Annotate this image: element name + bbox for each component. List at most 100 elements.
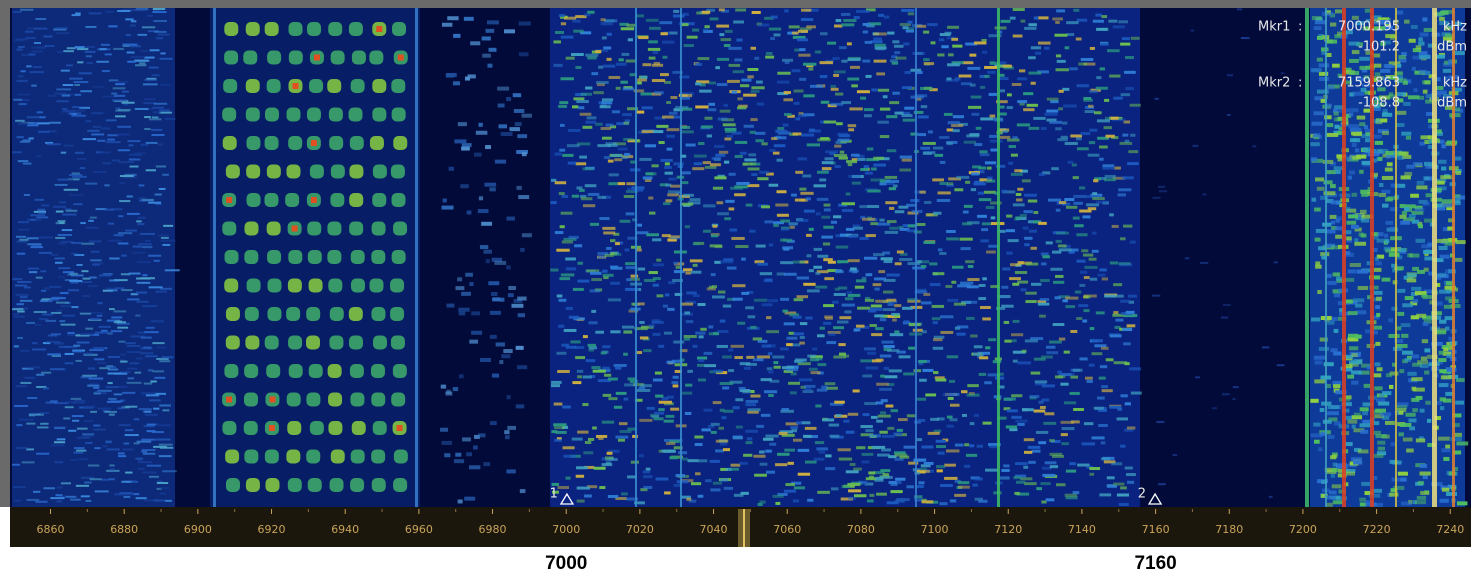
- waterfall-pixel: [906, 229, 918, 233]
- waterfall-pixel: [918, 362, 924, 366]
- waterfall-pixel: [1345, 207, 1351, 212]
- waterfall-pixel: [1105, 134, 1115, 138]
- waterfall-pixel: [137, 331, 146, 334]
- waterfall-pixel: [455, 452, 462, 457]
- waterfall-pixel: [1355, 21, 1365, 26]
- waterfall-pixel: [867, 22, 881, 26]
- waterfall-pixel: [732, 406, 740, 410]
- waterfall-pixel: [634, 501, 645, 505]
- waterfall-pixel: [571, 194, 580, 198]
- waterfall-pixel: [54, 461, 64, 464]
- waterfall-pixel: [1387, 196, 1399, 201]
- waterfall-pixel: [754, 56, 760, 60]
- waterfall-pixel: [56, 88, 72, 91]
- waterfall-pixel: [1040, 355, 1053, 359]
- waterfall-pixel: [136, 261, 151, 264]
- waterfall-pixel: [1360, 87, 1367, 92]
- waterfall-pixel: [1424, 164, 1432, 169]
- waterfall-pixel: [947, 25, 960, 29]
- waterfall-pixel: [851, 181, 861, 185]
- waterfall-pixel: [1105, 358, 1114, 362]
- waterfall-pixel: [664, 293, 670, 297]
- waterfall-pixel: [77, 48, 89, 51]
- waterfall-pixel: [157, 234, 169, 237]
- waterfall-pixel: [506, 469, 516, 474]
- waterfall-pixel: [55, 222, 66, 225]
- waterfall-pixel: [720, 478, 729, 482]
- waterfall-pixel: [46, 340, 61, 343]
- waterfall-pixel: [91, 347, 105, 350]
- waterfall-pixel: [1442, 370, 1451, 375]
- waterfall-pixel: [1383, 64, 1393, 69]
- waterfall-pixel: [768, 243, 774, 247]
- waterfall-pixel: [143, 425, 155, 428]
- waterfall-pixel: [664, 491, 671, 495]
- waterfall-pixel: [1451, 107, 1461, 112]
- waterfall-pixel: [911, 209, 923, 213]
- waterfall-pixel: [499, 360, 504, 365]
- waterfall-pixel: [684, 311, 691, 315]
- waterfall-pixel: [883, 15, 890, 19]
- waterfall-pixel: [954, 188, 964, 192]
- waterfall-pixel: [107, 222, 115, 225]
- waterfall-pixel: [777, 492, 788, 496]
- waterfall-pixel: [736, 38, 743, 42]
- waterfall-pixel: [823, 321, 832, 325]
- waterfall-pixel: [1104, 116, 1111, 120]
- waterfall-pixel: [111, 99, 127, 102]
- waterfall-pixel: [1106, 476, 1115, 480]
- waterfall-pixel: [1359, 169, 1364, 174]
- waterfall-pixel: [817, 371, 824, 375]
- waterfall-pixel: [690, 482, 702, 486]
- waterfall-pixel: [56, 309, 63, 312]
- waterfall-pixel: [946, 424, 954, 428]
- waterfall-pixel: [504, 29, 515, 34]
- waterfall-pixel: [43, 287, 50, 290]
- waterfall-pixel: [554, 426, 566, 430]
- waterfall-pixel: [1332, 500, 1344, 505]
- waterfall-pixel: [631, 302, 638, 306]
- waterfall-pixel: [470, 41, 481, 46]
- waterfall-pixel: [161, 356, 174, 359]
- waterfall-pixel: [747, 410, 759, 414]
- waterfall-pixel: [971, 112, 980, 116]
- waterfall-pixel: [643, 485, 653, 489]
- waterfall-pixel: [69, 194, 84, 197]
- waterfall-pixel: [24, 376, 36, 379]
- waterfall-pixel: [1113, 361, 1128, 365]
- waterfall-pixel: [39, 412, 49, 415]
- waterfall-pixel: [560, 77, 574, 81]
- waterfall-pixel: [1331, 226, 1338, 231]
- waterfall-pixel: [1092, 19, 1104, 23]
- waterfall-pixel: [759, 170, 769, 174]
- waterfall-pixel: [1416, 313, 1427, 318]
- blob: [350, 478, 365, 492]
- tick-label: 7180: [1215, 523, 1243, 536]
- waterfall-pixel: [141, 198, 154, 201]
- waterfall-pixel: [553, 402, 563, 406]
- waterfall-pixel: [461, 291, 471, 296]
- marker-frequency: 7000.195: [1338, 20, 1400, 35]
- waterfall-pixel: [1414, 291, 1427, 296]
- waterfall-pixel: [1415, 500, 1427, 505]
- waterfall-pixel: [974, 41, 987, 45]
- waterfall-pixel: [580, 92, 592, 96]
- waterfall-pixel: [116, 133, 130, 136]
- tick-label: 7160: [1142, 523, 1170, 536]
- waterfall-pixel: [56, 486, 63, 489]
- waterfall-pixel: [1338, 126, 1343, 131]
- waterfall-pixel: [1377, 87, 1386, 92]
- waterfall-pixel: [14, 284, 27, 287]
- waterfall-pixel: [1232, 398, 1236, 401]
- waterfall-pixel: [591, 278, 602, 282]
- waterfall-pixel: [1369, 285, 1379, 290]
- waterfall-pixel: [679, 96, 690, 100]
- waterfall-pixel: [972, 352, 985, 356]
- waterfall-pixel: [554, 231, 564, 235]
- waterfall-pixel: [886, 115, 898, 119]
- waterfall-pixel: [16, 240, 28, 243]
- waterfall-pixel: [1091, 352, 1103, 356]
- tick-label: 7000: [552, 523, 580, 536]
- waterfall-pixel: [1373, 267, 1382, 272]
- waterfall-pixel: [838, 457, 853, 461]
